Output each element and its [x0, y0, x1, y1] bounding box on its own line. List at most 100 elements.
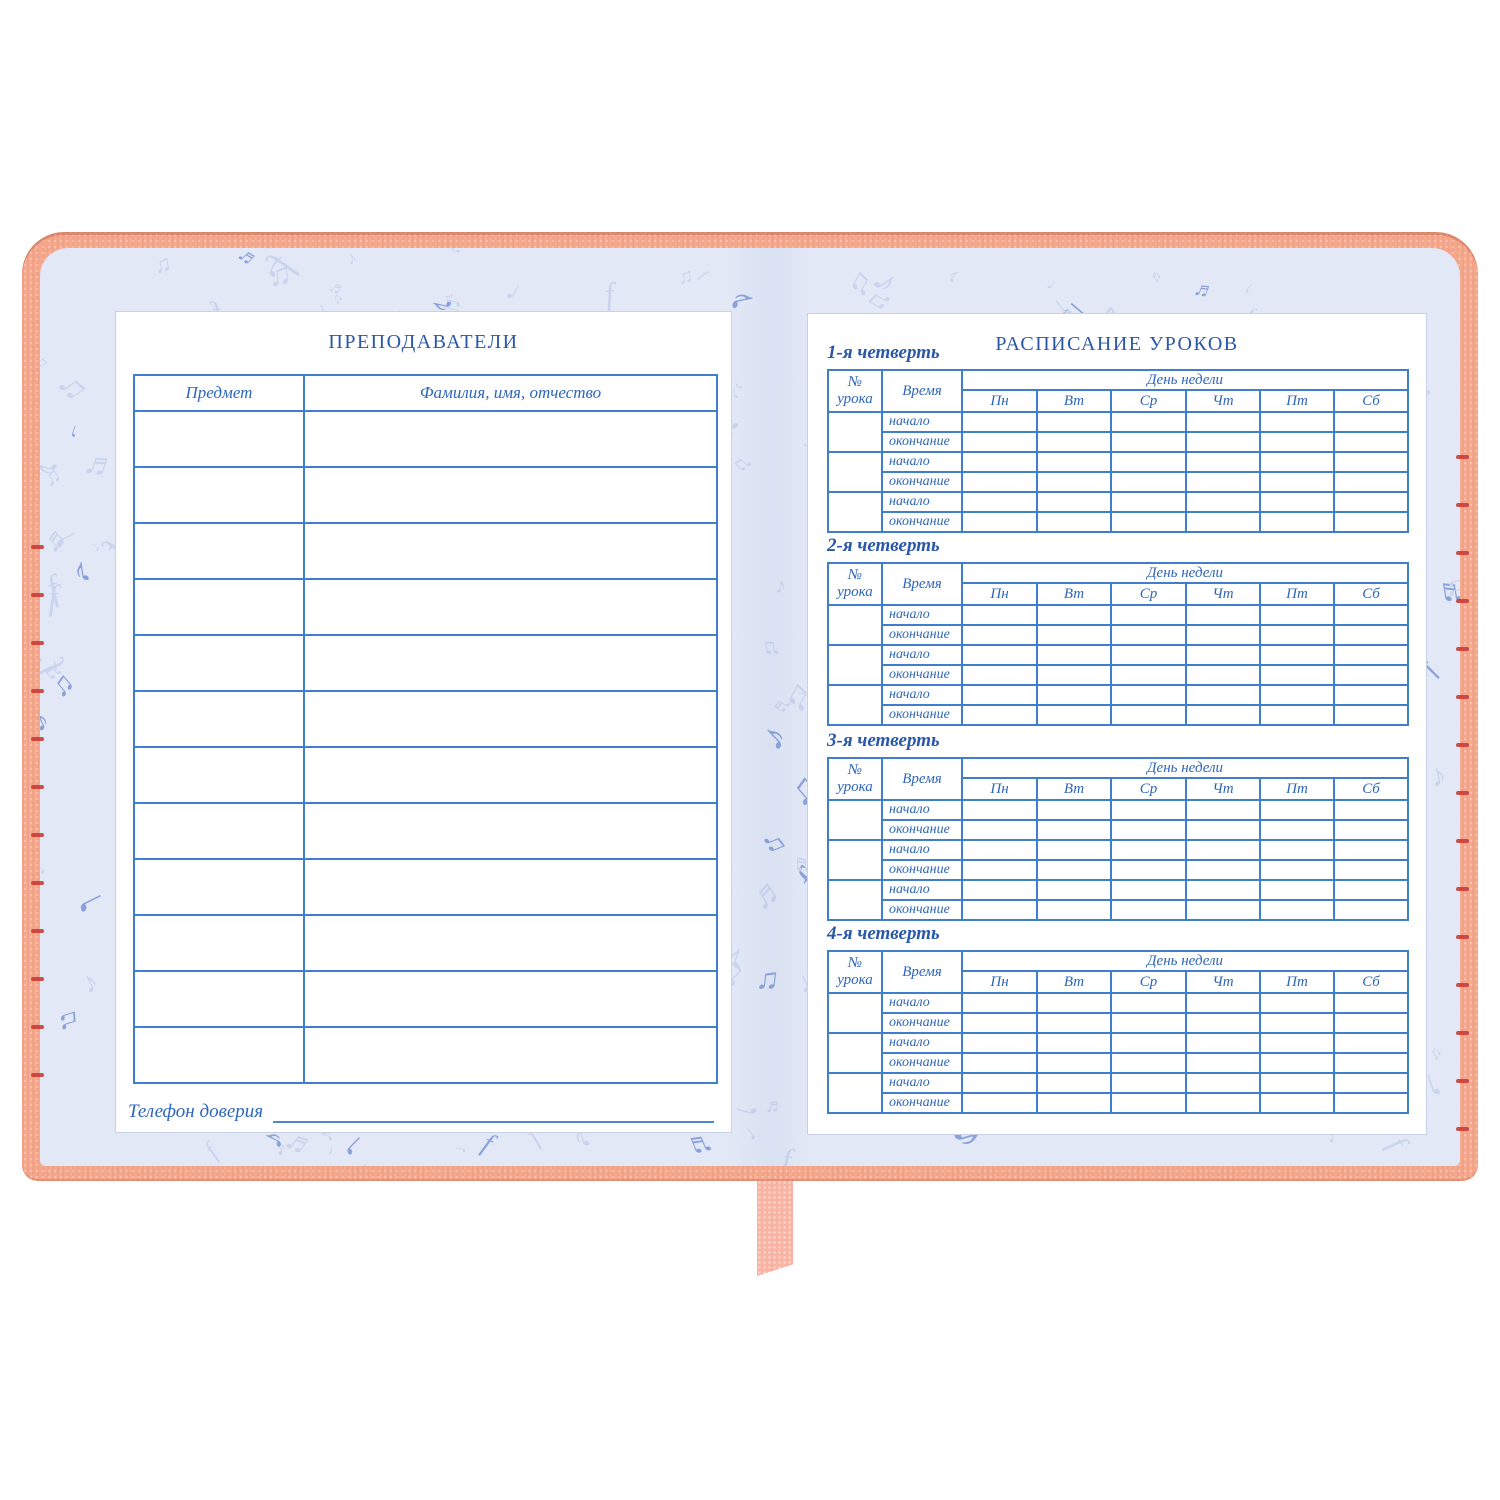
lesson-number-cell — [827, 411, 883, 453]
name-cell — [303, 746, 718, 804]
music-note-icon: ♫ — [676, 265, 695, 290]
music-note-icon: f — [198, 1139, 224, 1164]
name-column-header: Фамилия, имя, отчество — [303, 374, 718, 412]
stitch-mark — [31, 545, 44, 549]
stitch-mark — [1456, 983, 1469, 987]
time-header: Время — [881, 950, 963, 994]
teacher-row — [133, 914, 718, 972]
music-note-icon: ♫ — [51, 1005, 89, 1036]
day-cell — [1259, 644, 1335, 666]
stitch-mark — [31, 1073, 44, 1077]
day-cell — [961, 1052, 1038, 1074]
time-label-cell: окончание — [881, 1012, 963, 1034]
subject-cell — [133, 914, 305, 972]
time-label-cell: окончание — [881, 819, 963, 841]
schedule-row: начало — [827, 644, 1410, 686]
music-note-icon: ♩ — [1323, 1148, 1367, 1166]
stitch-mark — [1456, 551, 1469, 555]
day-cell — [1036, 1072, 1112, 1094]
day-cell — [961, 992, 1038, 1014]
day-cell — [1110, 1032, 1187, 1054]
day-header-1: Вт — [1036, 970, 1112, 994]
day-cell — [1036, 664, 1112, 686]
lesson-number-header: № урока — [827, 369, 883, 413]
music-note-icon: ♬ — [40, 855, 54, 884]
schedule-row: окончание — [828, 1092, 1410, 1114]
schedule-row: начало — [827, 451, 1410, 493]
quarter-section-4: 4-я четверть № урока Время День недели Пн Вт С… — [808, 923, 1426, 1114]
subject-cell — [133, 410, 305, 468]
time-label-cell: окончание — [881, 859, 963, 881]
week-days-header: День недели — [960, 757, 1410, 779]
day-header-5: Сб — [1332, 389, 1410, 413]
schedule-row: окончание — [828, 1012, 1410, 1034]
stitch-mark — [1456, 695, 1469, 699]
stitch-mark — [1456, 647, 1469, 651]
day-cell — [1259, 624, 1335, 646]
day-cell — [961, 644, 1038, 666]
day-cell — [961, 879, 1038, 901]
day-cell — [1332, 1092, 1410, 1114]
teacher-row — [133, 690, 718, 748]
day-cell — [961, 1092, 1038, 1114]
schedule-row: окончание — [828, 624, 1410, 646]
teacher-row — [133, 802, 718, 860]
day-cell — [1332, 604, 1410, 626]
music-note-icon: ♫ — [151, 250, 174, 280]
music-note-icon: ♪ — [71, 551, 94, 591]
day-cell — [1110, 1072, 1187, 1094]
schedule-header-row-1: № урока Время День недели — [827, 950, 1410, 994]
schedule-header-row-1: № урока Время День недели — [827, 562, 1410, 606]
day-cell — [1259, 431, 1335, 453]
subject-cell — [133, 522, 305, 580]
quarter-label: 1-я четверть — [827, 342, 940, 363]
stitch-mark — [1456, 1127, 1469, 1131]
music-note-icon: ♬ — [1145, 264, 1168, 287]
schedule-row: окончание — [828, 1052, 1410, 1074]
day-cell — [1259, 511, 1335, 533]
day-cell — [1036, 879, 1112, 901]
day-cell — [1110, 491, 1187, 513]
day-cell — [1110, 431, 1187, 453]
time-label-cell: окончание — [881, 1052, 963, 1074]
music-note-icon: ♫ — [266, 256, 294, 294]
day-cell — [1332, 411, 1410, 433]
name-cell — [303, 466, 718, 524]
stitch-mark — [31, 593, 44, 597]
day-header-5: Сб — [1332, 582, 1410, 606]
stitch-mark — [1456, 503, 1469, 507]
day-header-3: Чт — [1185, 777, 1261, 801]
day-cell — [1110, 1092, 1187, 1114]
day-cell — [1259, 471, 1335, 493]
day-cell — [961, 1072, 1038, 1094]
day-cell — [1036, 1032, 1112, 1054]
day-cell — [961, 819, 1038, 841]
day-cell — [1259, 451, 1335, 473]
phone-label: Телефон доверия — [128, 1101, 264, 1122]
day-header-3: Чт — [1185, 389, 1261, 413]
day-cell — [1185, 604, 1261, 626]
lesson-number-cell — [827, 1072, 883, 1114]
week-days-header: День недели — [960, 950, 1410, 972]
time-label-cell: начало — [881, 879, 963, 901]
stitch-mark — [31, 929, 44, 933]
day-cell — [961, 511, 1038, 533]
lesson-number-cell — [827, 644, 883, 686]
day-cell — [1036, 839, 1112, 861]
schedule-row: начало — [827, 491, 1410, 533]
name-cell — [303, 522, 718, 580]
subject-column-header: Предмет — [133, 374, 305, 412]
day-cell — [1036, 604, 1112, 626]
day-header-0: Пн — [961, 777, 1038, 801]
day-cell — [1185, 411, 1261, 433]
day-cell — [1036, 471, 1112, 493]
schedule-row: начало — [827, 839, 1410, 881]
day-header-4: Пт — [1259, 389, 1335, 413]
subject-cell — [133, 466, 305, 524]
time-label-cell: начало — [881, 604, 963, 626]
week-days-header: День недели — [960, 369, 1410, 391]
diary-pages: ♬♬♪f♫♪♫f♪♬♫♩♬♬f♬♫♩♬♪♩♫♩ff♫♪♪♪♪♫♬♬♪♬♩♫♫♬♩… — [40, 248, 1460, 1166]
day-cell — [1185, 1052, 1261, 1074]
music-note-icon: f — [602, 275, 616, 313]
name-cell — [303, 634, 718, 692]
